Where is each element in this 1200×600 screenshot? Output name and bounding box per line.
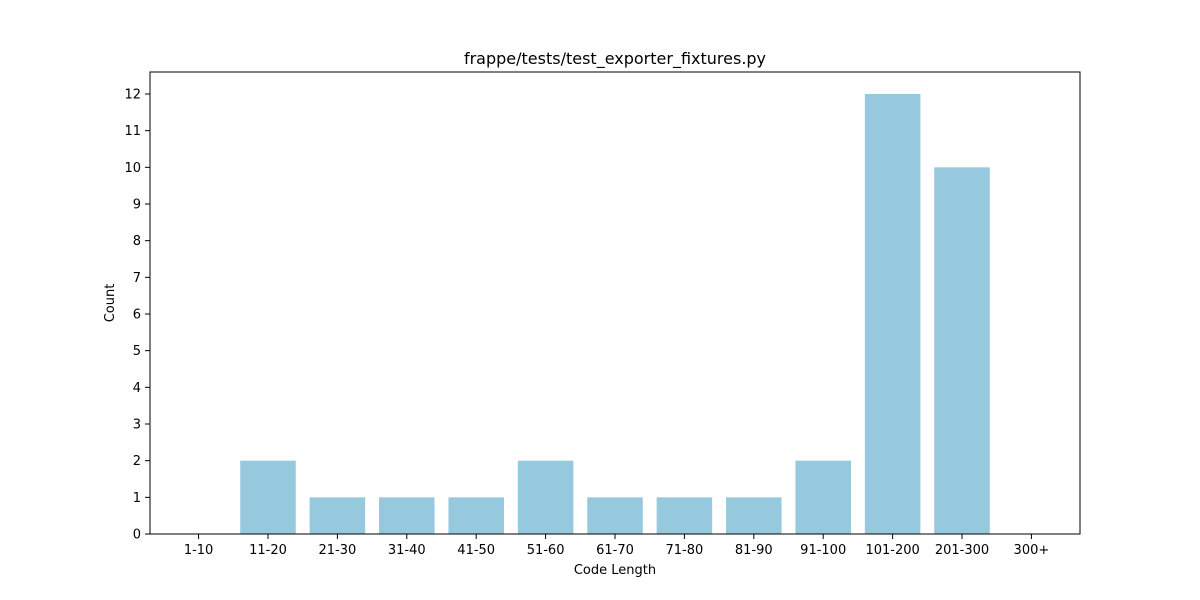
- bar-101-200: [864, 94, 921, 534]
- bar-81-90: [726, 497, 782, 534]
- y-axis-label: Count: [103, 284, 118, 323]
- plot-frame: [149, 71, 1081, 535]
- bar-91-100: [795, 460, 851, 534]
- x-tick-label: 101-200: [865, 543, 919, 558]
- bar-61-70: [587, 497, 643, 534]
- x-tick-label: 91-100: [800, 543, 846, 558]
- bar-51-60: [517, 460, 574, 534]
- x-tick-label: 41-50: [457, 543, 495, 558]
- x-tick-label: 201-300: [935, 543, 989, 558]
- x-tick-label: 1-10: [184, 543, 214, 558]
- y-tick-label: 12: [124, 88, 141, 103]
- bar-21-30: [309, 497, 366, 534]
- x-tick-label: 81-90: [735, 543, 773, 558]
- y-tick-label: 5: [133, 344, 141, 359]
- y-tick-label: 2: [133, 454, 141, 469]
- x-axis-ticks: 1-10 11-20 21-30 31-40 41-50 51-60 61-70 71-80 8…: [184, 534, 1049, 558]
- x-tick-label: 11-20: [249, 543, 287, 558]
- bar-201-300: [934, 167, 990, 535]
- x-axis-label: Code Length: [574, 563, 656, 578]
- y-tick-label: 9: [133, 198, 141, 213]
- y-tick-label: 10: [124, 161, 141, 176]
- bars-group: [240, 94, 990, 535]
- bar-41-50: [448, 497, 504, 534]
- y-tick-label: 6: [133, 308, 141, 323]
- y-tick-label: 11: [124, 124, 141, 139]
- x-tick-label: 21-30: [318, 543, 356, 558]
- chart-title: frappe/tests/test_exporter_fixtures.py: [464, 49, 766, 69]
- x-tick-label: 51-60: [527, 543, 565, 558]
- x-tick-label: 61-70: [596, 543, 634, 558]
- y-tick-label: 3: [133, 418, 141, 433]
- bar-11-20: [240, 460, 296, 534]
- y-tick-label: 7: [133, 271, 141, 286]
- bar-71-80: [656, 497, 713, 534]
- x-tick-label: 300+: [1014, 543, 1050, 558]
- bar-31-40: [379, 497, 435, 534]
- y-tick-label: 0: [133, 528, 141, 543]
- y-tick-label: 4: [133, 381, 141, 396]
- y-tick-label: 1: [133, 491, 141, 506]
- x-tick-label: 31-40: [388, 543, 426, 558]
- x-tick-label: 71-80: [666, 543, 704, 558]
- y-tick-label: 8: [133, 234, 141, 249]
